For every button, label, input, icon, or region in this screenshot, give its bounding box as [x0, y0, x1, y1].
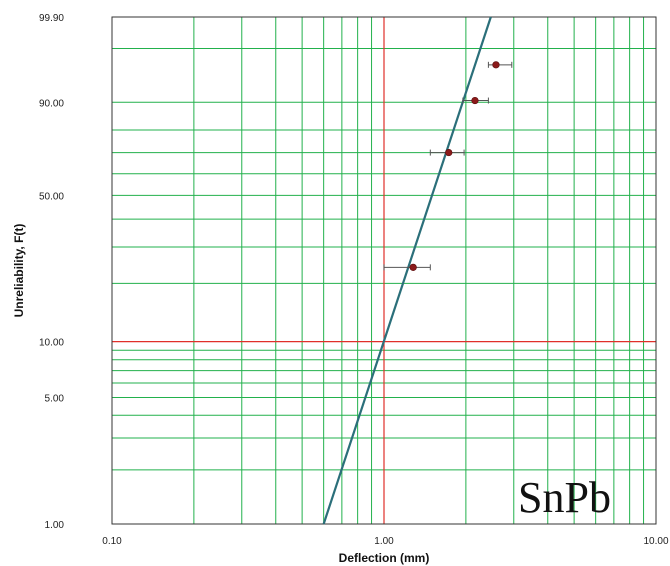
data-point: [445, 148, 453, 157]
data-point: [492, 61, 500, 69]
y-tick-label: 99.90: [39, 13, 64, 24]
y-tick-label: 50.00: [39, 191, 64, 202]
y-tick-label: 90.00: [39, 98, 64, 109]
data-point: [409, 263, 417, 271]
x-tick-label: 0.10: [102, 536, 122, 547]
x-tick-label: 1.00: [374, 536, 394, 547]
y-tick-label: 5.00: [45, 394, 65, 405]
y-tick-label: 10.00: [39, 338, 64, 349]
data-point: [471, 96, 479, 105]
x-tick-label: 10.00: [643, 536, 668, 547]
sample-label: SnPb: [518, 473, 611, 522]
x-axis-title: Deflection (mm): [339, 551, 430, 565]
y-axis-title: Unreliability, F(t): [12, 224, 26, 318]
tick-labels: 0.10 1.00 10.00 99.90 90.00 50.00 10.00 5.00 1.0…: [39, 13, 669, 547]
data-points-layer: [383, 61, 513, 271]
y-tick-label: 1.00: [45, 520, 65, 531]
plot-frame: [111, 16, 657, 525]
